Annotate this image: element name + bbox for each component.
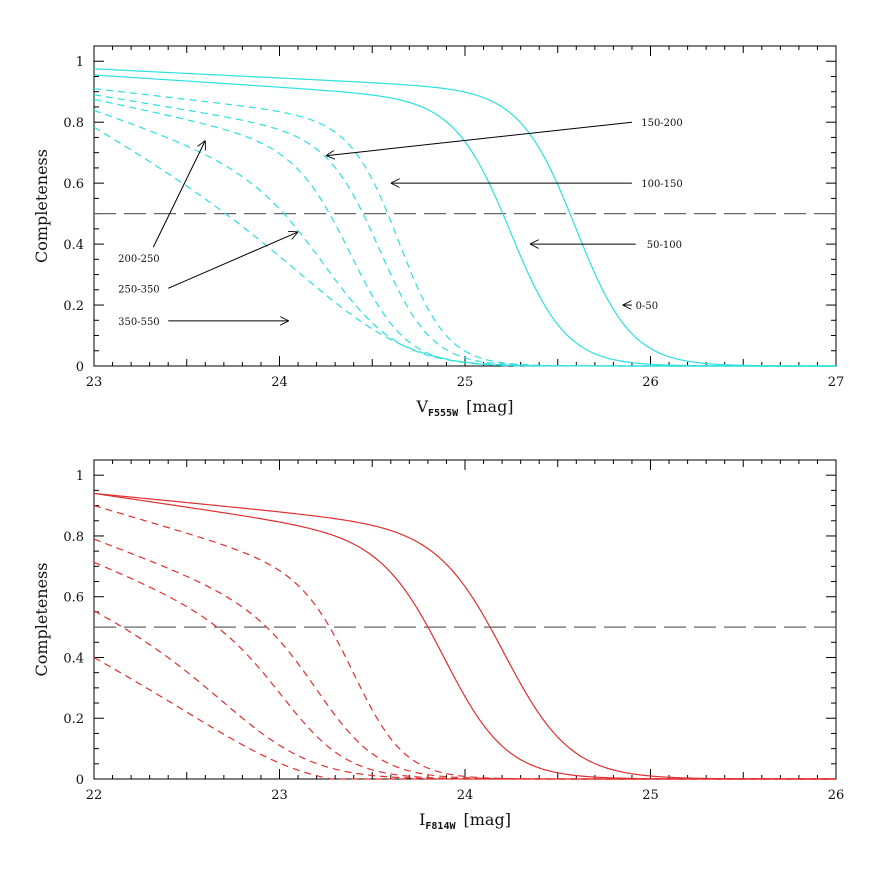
annotation-label: 50-100 [647,240,682,251]
x-tick-label: 24 [457,788,474,803]
x-tick-label: 23 [86,375,103,390]
chart-panel-2: 22 23 24 25 26 0 0.2 0.4 0.6 0.8 1 Completeness IF81… [32,459,845,832]
series-line-5 [93,98,836,367]
y-tick-label: 1 [76,55,84,70]
series-line-2 [93,492,836,780]
annotation-label: 250-350 [118,284,160,295]
x-axis-title-main: V [415,397,428,416]
x-tick-label: 26 [642,375,659,390]
series-line-1 [93,68,837,367]
x-axis-title-main: I [419,810,425,829]
x-tick-label: 24 [271,375,288,390]
annotation-arrow [152,140,205,248]
chart-panel-1: 23 24 25 26 27 0 0.2 0.4 0.6 0.8 1 Completeness VF55… [32,45,845,419]
series-line-7 [93,657,836,780]
y-tick-label: 0.4 [63,238,84,253]
plot-frame [93,45,837,367]
x-tick-label: 26 [828,788,845,803]
series-line-3 [93,505,836,780]
x-axis-title-sub: F814W [425,821,456,832]
y-tick-label: 0.8 [63,530,84,545]
annotation-label: 350-550 [118,317,160,328]
y-tick-label: 1 [76,469,84,484]
x-axis-title: IF814W [mag] [419,810,511,832]
series-line-6 [93,610,836,780]
x-axis-title-sub: F555W [428,408,459,419]
y-axis-title: Completeness [32,149,51,263]
annotation-label: 0-50 [636,301,658,312]
y-tick-label: 0 [76,773,84,788]
series-line-4 [93,538,836,780]
x-axis-title-unit: [mag] [466,397,513,416]
x-tick-label: 27 [828,375,845,390]
y-tick-label: 0 [76,360,84,375]
plot-frame [93,459,837,780]
annotation-label: 150-200 [641,118,683,129]
y-axis-title: Completeness [32,563,51,677]
x-tick-label: 22 [86,788,103,803]
x-tick-label: 23 [271,788,288,803]
y-tick-label: 0.6 [63,591,84,606]
series-line-2 [93,74,836,367]
annotation-arrow [168,232,298,289]
annotation-label: 100-150 [641,179,683,190]
x-axis-title: VF555W [mag] [415,397,513,419]
annotation-label: 200-250 [118,254,160,265]
series-line-4 [93,94,836,367]
series-line-1 [93,492,836,780]
x-tick-label: 25 [457,375,474,390]
y-tick-label: 0.2 [63,712,84,727]
series-line-7 [93,126,836,367]
y-tick-label: 0.2 [63,299,84,314]
annotation-arrow [326,121,633,156]
y-tick-label: 0.4 [63,651,84,666]
series-line-3 [93,88,836,367]
y-tick-label: 0.6 [63,177,84,192]
y-tick-label: 0.8 [63,116,84,131]
series-line-5 [93,561,836,780]
x-axis-title-unit: [mag] [464,810,511,829]
series-line-6 [93,109,836,367]
x-tick-label: 25 [642,788,659,803]
